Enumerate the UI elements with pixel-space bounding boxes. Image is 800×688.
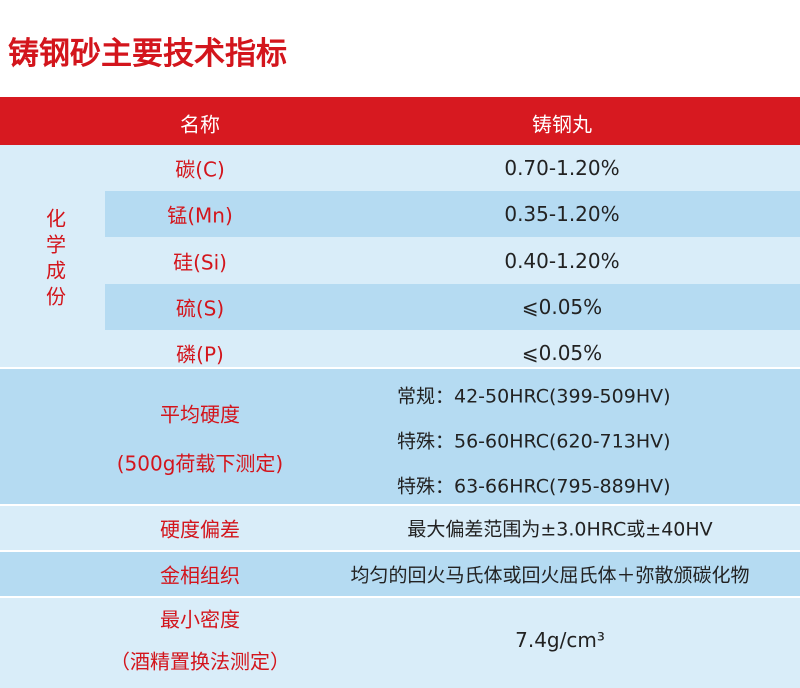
group-label: 化学成份: [42, 208, 67, 312]
row-label: (500g荷载下测定): [116, 451, 284, 476]
row-band: [0, 368, 800, 505]
cell: 均匀的回火马氏体或回火屈氏体＋弥散颁碳化物: [350, 564, 750, 587]
cell: 常规：42-50HRC(399-509HV): [397, 385, 671, 408]
row-band: [105, 284, 800, 330]
row-label: 硅(Si): [173, 250, 227, 275]
header-band: [0, 97, 800, 145]
cell: 7.4g/cm³: [515, 628, 605, 652]
divider: [0, 504, 800, 506]
cell: 0.70-1.20%: [504, 156, 620, 180]
row-band: [0, 505, 800, 551]
row-label: （酒精置换法测定）: [110, 649, 290, 674]
header-cell: 铸钢丸: [532, 112, 592, 137]
cell: 0.35-1.20%: [504, 202, 620, 226]
header-cell: 名称: [180, 112, 220, 137]
row-label: 平均硬度: [160, 402, 240, 427]
row-label: 金相组织: [160, 563, 240, 588]
cell: 0.40-1.20%: [504, 249, 620, 273]
cell: ⩽0.05%: [521, 295, 603, 319]
divider: [0, 596, 800, 598]
row-label: 磷(P): [176, 342, 224, 367]
cell: ⩽0.05%: [521, 341, 603, 365]
row-label: 最小密度: [160, 607, 240, 632]
chem-band: [0, 145, 800, 368]
row-band: [0, 597, 800, 688]
row-label: 硬度偏差: [160, 517, 240, 542]
row-label: 锰(Mn): [167, 203, 233, 228]
title: 铸钢砂主要技术指标: [8, 36, 287, 72]
row-label: 碳(C): [175, 157, 225, 182]
cell: 特殊：56-60HRC(620-713HV): [397, 430, 671, 453]
cell: 特殊：63-66HRC(795-889HV): [397, 475, 671, 498]
cell: 最大偏差范围为±3.0HRC或±40HV: [407, 518, 713, 541]
divider: [0, 367, 800, 369]
divider: [0, 550, 800, 552]
row-label: 硫(S): [175, 296, 225, 321]
row-band: [0, 551, 800, 597]
row-band: [105, 191, 800, 237]
